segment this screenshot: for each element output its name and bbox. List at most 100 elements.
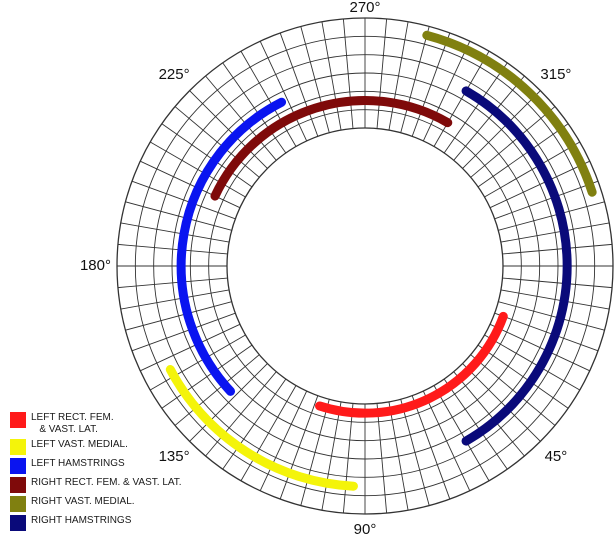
grid-spoke xyxy=(300,399,330,506)
grid-spoke xyxy=(300,26,330,133)
grid-spoke xyxy=(279,32,319,137)
grid-spoke xyxy=(259,390,308,491)
legend-item: LEFT RECT. FEM. & VAST. LAT. xyxy=(10,412,240,436)
grid-spoke xyxy=(205,371,277,457)
grid-spoke xyxy=(120,289,230,310)
grid-spoke xyxy=(422,390,471,491)
grid-spoke xyxy=(222,62,287,154)
legend-label: LEFT HAMSTRINGS xyxy=(31,458,125,469)
grid-spoke xyxy=(477,344,569,409)
angle-label-225: 225° xyxy=(159,66,190,83)
grid-spoke xyxy=(500,222,610,243)
grid-spoke xyxy=(342,403,354,514)
angle-label-315: 315° xyxy=(540,66,571,83)
grid-spoke xyxy=(489,323,590,372)
grid-spoke xyxy=(453,371,525,457)
grid-spoke xyxy=(174,106,260,178)
grid-spoke xyxy=(388,401,409,511)
legend-item: LEFT HAMSTRINGS xyxy=(10,458,240,474)
grid-spoke xyxy=(411,32,451,137)
grid-spoke xyxy=(150,141,246,198)
legend-label: RIGHT HAMSTRINGS xyxy=(31,515,132,526)
grid-spoke xyxy=(174,354,260,426)
series-arc-3 xyxy=(210,96,453,201)
grid-spoke xyxy=(189,363,268,442)
grid-spoke xyxy=(189,90,268,169)
grid-spoke xyxy=(477,123,569,188)
angle-label-45: 45° xyxy=(545,448,568,465)
angle-label-180: 180° xyxy=(80,257,111,274)
grid-spoke xyxy=(484,334,580,391)
series-arc-1 xyxy=(165,365,358,491)
grid-spoke xyxy=(388,21,409,131)
grid-spoke xyxy=(131,180,236,220)
grid-spoke xyxy=(120,222,230,243)
grid-spoke xyxy=(433,385,490,481)
legend-swatch xyxy=(10,515,26,531)
grid-spoke xyxy=(494,180,599,220)
series-arc-5 xyxy=(461,86,572,446)
grid-spoke xyxy=(140,323,241,372)
legend-label: RIGHT RECT. FEM. & VAST. LAT. xyxy=(31,477,182,488)
series-arc-4 xyxy=(422,30,597,197)
grid-spoke xyxy=(498,201,605,231)
angle-label-270: 270° xyxy=(349,0,380,16)
grid-spoke xyxy=(502,277,613,289)
grid-spoke xyxy=(500,289,610,310)
angle-labels: 0°45°90°135°180°225°270°315° xyxy=(80,0,571,534)
grid-spoke xyxy=(462,363,541,442)
grid-spoke xyxy=(376,18,388,129)
legend-item: RIGHT RECT. FEM. & VAST. LAT. xyxy=(10,477,240,493)
angle-label-135: 135° xyxy=(159,448,190,465)
grid-spoke xyxy=(321,401,342,511)
grid-spoke xyxy=(498,301,605,331)
grid-spoke xyxy=(376,403,388,514)
grid-spoke xyxy=(443,378,508,470)
grid-spoke xyxy=(150,334,246,391)
grid-spoke xyxy=(470,106,556,178)
grid-spoke xyxy=(400,399,430,506)
grid-spoke xyxy=(400,26,430,133)
grid-spoke xyxy=(470,354,556,426)
legend-swatch xyxy=(10,458,26,474)
grid-spoke xyxy=(131,312,236,352)
legend-swatch xyxy=(10,412,26,428)
grid-ring xyxy=(226,127,504,405)
grid-spoke xyxy=(494,312,599,352)
grid-spoke xyxy=(125,201,232,231)
angle-label-90: 90° xyxy=(354,521,377,534)
grid-spoke xyxy=(161,344,253,409)
grid-spoke xyxy=(489,160,590,209)
grid-spoke xyxy=(484,141,580,198)
legend-item: LEFT VAST. MEDIAL. xyxy=(10,439,240,455)
legend-swatch xyxy=(10,496,26,512)
grid-spoke xyxy=(205,75,277,161)
grid-spoke xyxy=(222,378,287,470)
polar-grid xyxy=(116,17,614,515)
grid-spoke xyxy=(453,75,525,161)
grid-spoke xyxy=(125,301,232,331)
legend-swatch xyxy=(10,477,26,493)
grid-spoke xyxy=(279,395,319,500)
grid-spoke xyxy=(161,123,253,188)
grid-spoke xyxy=(433,51,490,147)
legend-label: LEFT RECT. FEM. & VAST. LAT. xyxy=(31,412,114,435)
legend-label: LEFT VAST. MEDIAL. xyxy=(31,439,128,450)
series-arcs xyxy=(165,30,597,491)
grid-spoke xyxy=(240,51,297,147)
grid-spoke xyxy=(443,62,508,154)
series-arc-0 xyxy=(315,311,508,418)
grid-spoke xyxy=(117,243,228,255)
grid-spoke xyxy=(140,160,241,209)
grid-spoke xyxy=(422,41,471,142)
legend: LEFT RECT. FEM. & VAST. LAT. LEFT VAST. M… xyxy=(10,412,240,534)
grid-spoke xyxy=(342,18,354,129)
grid-spoke xyxy=(411,395,451,500)
legend-item: RIGHT VAST. MEDIAL. xyxy=(10,496,240,512)
legend-item: RIGHT HAMSTRINGS xyxy=(10,515,240,531)
grid-spoke xyxy=(240,385,297,481)
grid-spoke xyxy=(321,21,342,131)
series-arc-2 xyxy=(176,97,287,396)
grid-spoke xyxy=(502,243,613,255)
